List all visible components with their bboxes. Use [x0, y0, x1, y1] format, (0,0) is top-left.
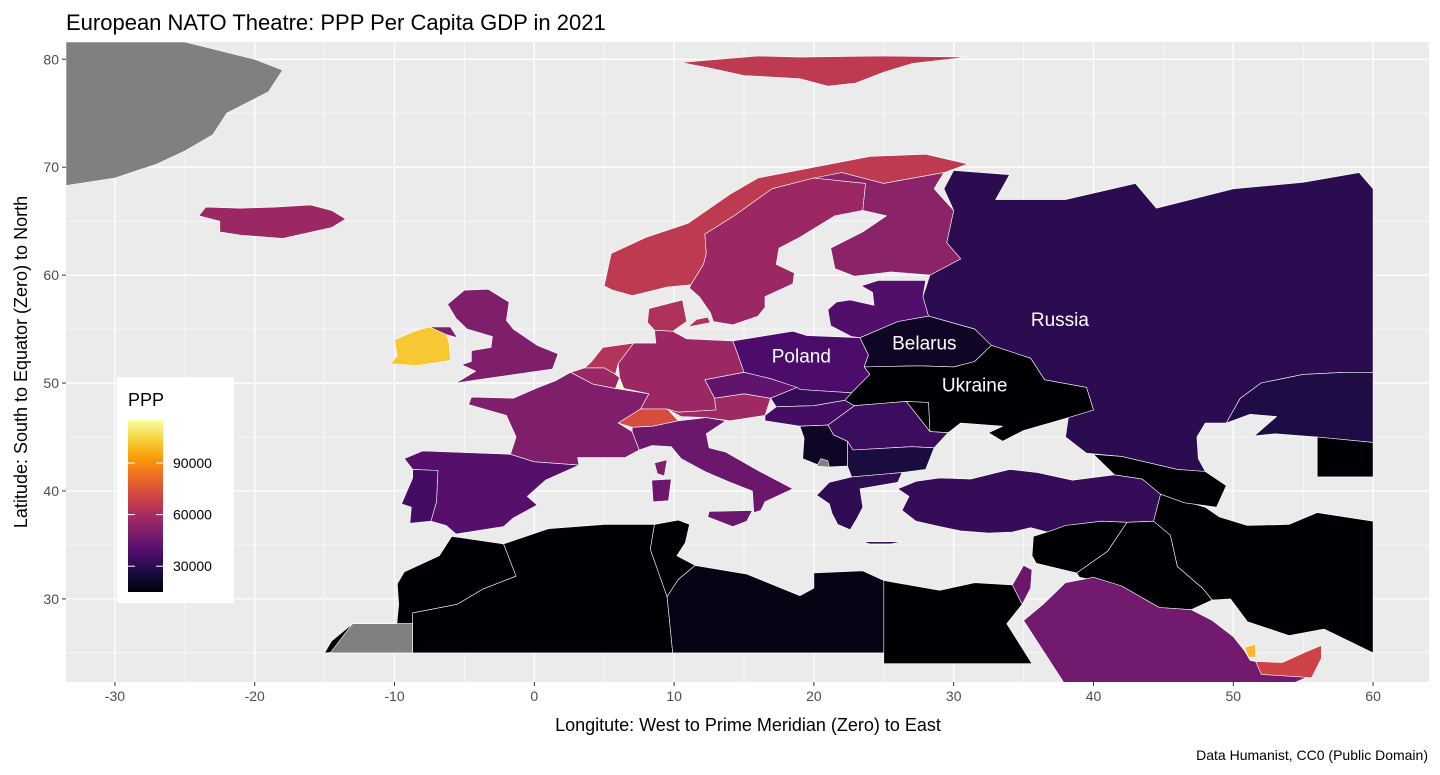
region-iceland: [198, 204, 346, 239]
x-tick-label: -30: [105, 688, 125, 704]
region-libya: [666, 565, 885, 654]
y-tick-label: 70: [43, 159, 59, 175]
x-tick-label: 0: [530, 688, 538, 704]
x-axis-ticks: -30 -20 -10 0 10 20 30 40 50 60: [105, 682, 1381, 704]
y-tick-label: 30: [43, 591, 59, 607]
x-tick-label: 40: [1086, 688, 1102, 704]
legend-colorbar: [128, 420, 163, 592]
country-label-ukraine: Ukraine: [942, 376, 1007, 397]
region-greenland: [66, 42, 283, 186]
y-tick-label: 60: [43, 267, 59, 283]
country-label-belarus: Belarus: [892, 334, 956, 355]
region-uae: [1255, 645, 1322, 678]
y-tick-label: 50: [43, 375, 59, 391]
region-portugal: [401, 469, 439, 524]
region-kosovo: [816, 458, 830, 468]
y-tick-label: 40: [43, 483, 59, 499]
country-label-poland: Poland: [772, 347, 831, 368]
region-united-kingdom: [447, 288, 559, 384]
region-baltic-states: [827, 280, 929, 338]
region-svalbard: [680, 55, 968, 87]
region-italy: [707, 510, 753, 527]
x-tick-label: 20: [806, 688, 822, 704]
legend-ticks: 30000 60000 90000: [128, 455, 212, 574]
region-denmark: [687, 316, 711, 328]
region-italy: [631, 417, 794, 513]
region-france: [654, 459, 668, 477]
x-tick-label: 30: [946, 688, 962, 704]
region-iran: [1153, 493, 1374, 654]
region-sweden: [689, 177, 866, 326]
map-regions: [66, 42, 1374, 682]
x-tick-label: 60: [1365, 688, 1381, 704]
region-belgium: [570, 367, 620, 389]
legend-tick-label: 60000: [173, 507, 212, 523]
chart-caption: Data Humanist, CC0 (Public Domain): [1196, 747, 1428, 763]
region-greece: [816, 472, 903, 531]
region-tunisia: [650, 519, 696, 597]
x-tick-label: -10: [384, 688, 404, 704]
y-axis-ticks: 30 40 50 60 70 80: [43, 51, 66, 607]
region-serbia: [799, 424, 848, 468]
region-denmark: [647, 299, 687, 332]
legend-tick-label: 30000: [173, 558, 212, 574]
region-bulgaria: [847, 441, 935, 478]
legend-tick-label: 90000: [173, 455, 212, 471]
x-tick-label: 10: [666, 688, 682, 704]
x-axis-title: Longitute: West to Prime Meridian (Zero)…: [555, 715, 941, 735]
country-labels: Russia Poland Belarus Ukraine: [772, 310, 1090, 397]
region-italy: [651, 478, 672, 503]
region-qatar: [1244, 643, 1256, 658]
region-ireland: [390, 326, 451, 367]
region-united-kingdom: [429, 326, 458, 338]
country-label-russia: Russia: [1031, 310, 1090, 331]
region-israel: [1012, 565, 1033, 605]
region-greece: [862, 541, 903, 545]
chart-title: European NATO Theatre: PPP Per Capita GD…: [66, 10, 606, 35]
y-axis-title: Latitude: South to Equator (Zero) to Nor…: [11, 196, 31, 528]
legend: PPP 30000 60000 90000: [117, 377, 234, 603]
region-finland: [813, 172, 961, 277]
x-tick-label: -20: [245, 688, 265, 704]
legend-title: PPP: [128, 390, 164, 410]
region-luxembourg: [615, 381, 625, 389]
x-tick-label: 50: [1225, 688, 1241, 704]
y-tick-label: 80: [43, 51, 59, 67]
region-saudi-arabia: [1023, 577, 1307, 682]
region-caucasus: [1093, 454, 1227, 508]
region-uzbekistan: [1316, 436, 1374, 478]
